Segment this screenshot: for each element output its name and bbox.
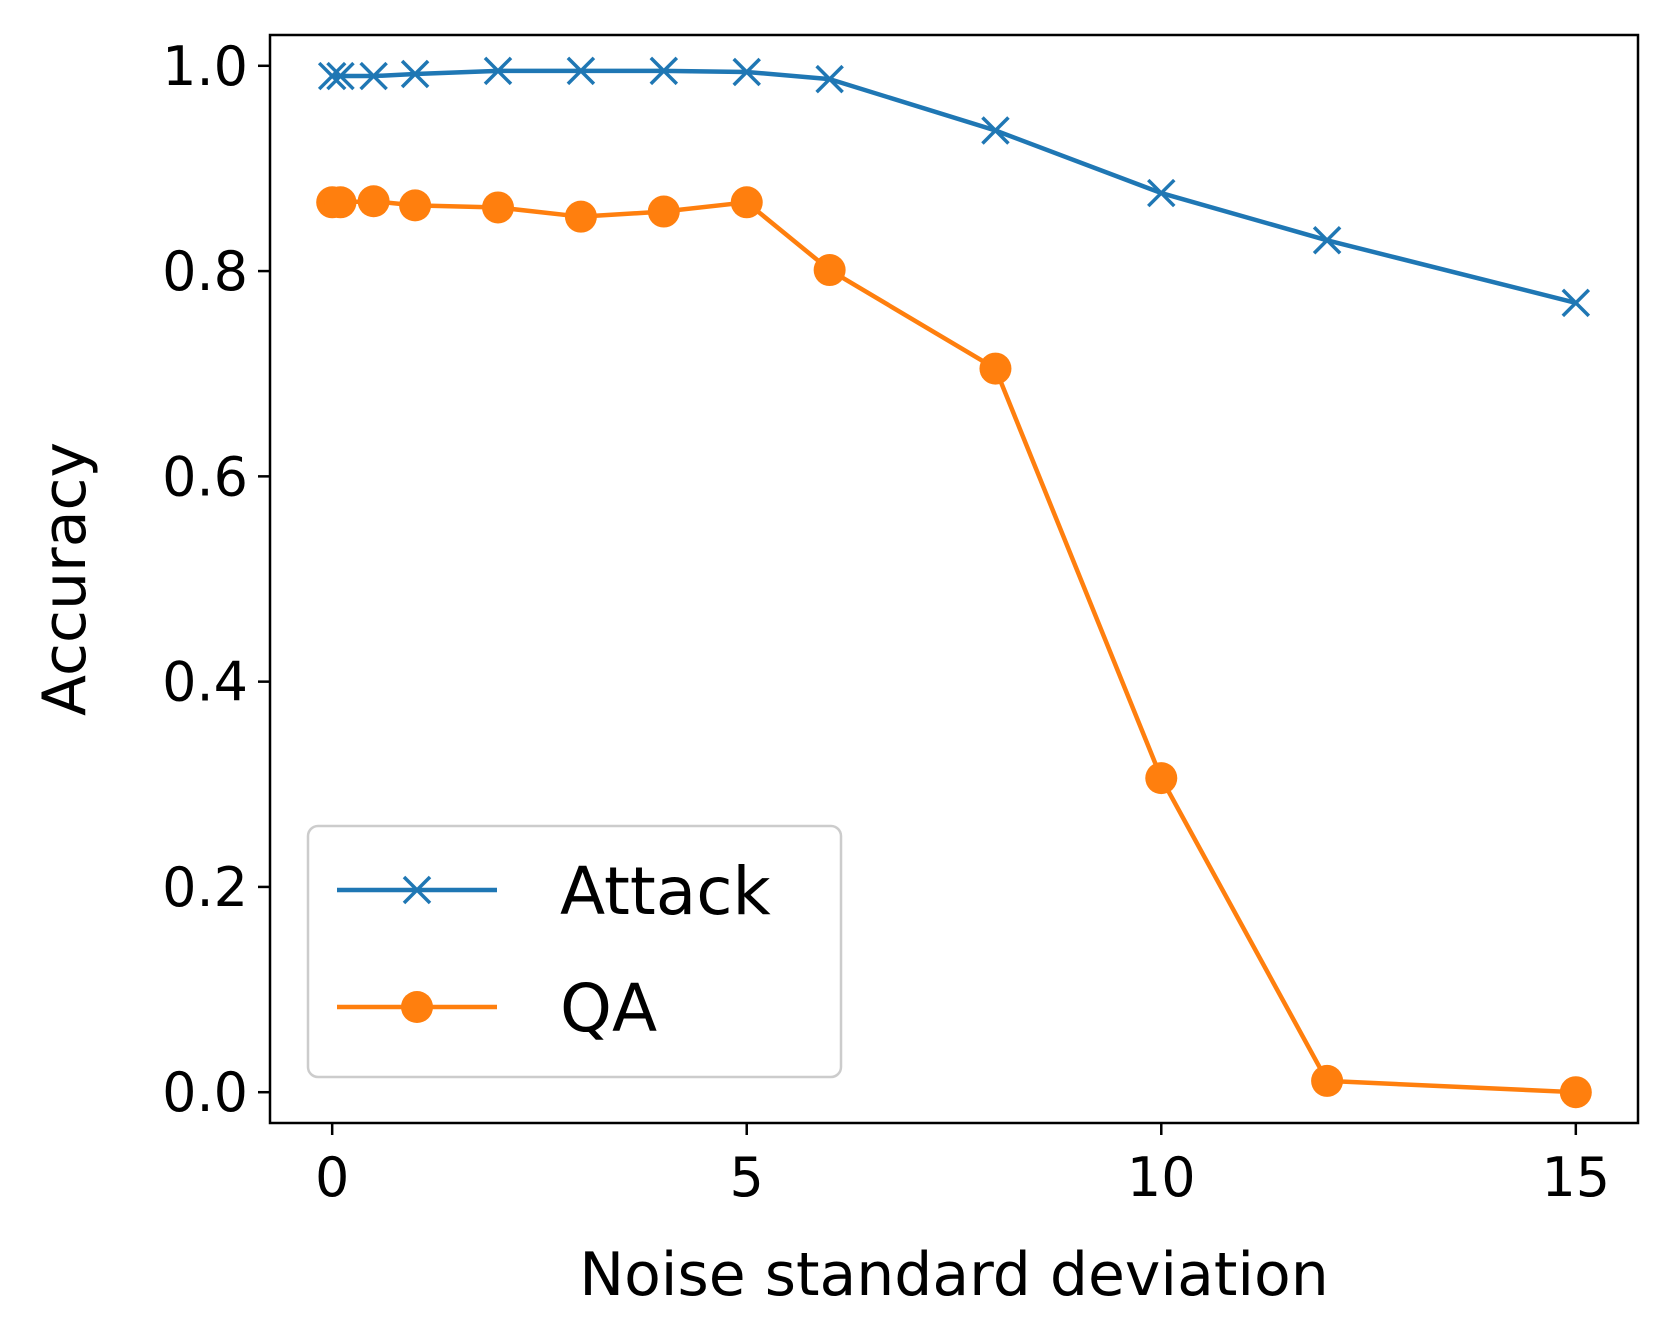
attack-point-stroke-b	[649, 56, 679, 86]
x-tick-label: 15	[1541, 1146, 1610, 1209]
attack-point	[1147, 178, 1176, 208]
attack-point	[981, 116, 1010, 145]
x-tick-label: 10	[1127, 1146, 1196, 1209]
y-tick-label: 0.6	[162, 445, 248, 508]
attack-point	[732, 57, 761, 87]
y-tick-label: 0.2	[162, 856, 248, 919]
attack-point	[815, 64, 844, 94]
attack-point-stroke-b	[981, 116, 1010, 145]
y-tick-label: 0.0	[162, 1061, 248, 1124]
legend: Attack QA	[306, 824, 843, 1079]
attack-point-stroke-b	[1312, 226, 1342, 255]
attack-point-stroke-b	[815, 64, 844, 94]
y-tick-label: 0.4	[162, 651, 248, 714]
qa-point	[399, 189, 432, 222]
y-axis-title: Accuracy	[30, 442, 100, 716]
y-tick-label: 1.0	[162, 35, 248, 98]
legend-item-attack: Attack	[337, 853, 771, 930]
attack-point	[326, 61, 355, 91]
attack-point-stroke-b	[317, 61, 347, 91]
attack-point-stroke-b	[483, 56, 513, 86]
attack-point	[483, 56, 513, 86]
attack-point-stroke-b	[1147, 178, 1176, 208]
legend-marker-attack	[402, 875, 432, 905]
x-axis: 0 5 10 15	[315, 1123, 1610, 1209]
qa-point	[730, 186, 763, 219]
legend-label-attack: Attack	[560, 853, 771, 930]
qa-point	[482, 191, 514, 224]
attack-point-stroke-b	[326, 61, 355, 91]
x-tick-label: 0	[315, 1146, 349, 1209]
qa-point	[647, 195, 680, 228]
qa-point	[324, 186, 357, 219]
attack-point-stroke-b	[566, 56, 596, 86]
qa-point	[357, 185, 390, 218]
qa-point	[1311, 1064, 1344, 1097]
legend-label-qa: QA	[560, 970, 657, 1047]
attack-point-stroke-b	[732, 57, 761, 87]
legend-marker-qa	[401, 991, 433, 1023]
x-tick-label: 5	[730, 1146, 764, 1209]
qa-point	[813, 254, 846, 287]
attack-point	[359, 61, 388, 91]
legend-marker-attack-stroke-b	[402, 875, 432, 905]
chart-marks	[316, 56, 1592, 1109]
attack-line	[329, 68, 1579, 306]
legend-item-qa: QA	[337, 970, 657, 1047]
y-axis: 0.0 0.2 0.4 0.6 0.8 1.0	[162, 35, 270, 1124]
attack-point	[400, 59, 430, 89]
qa-point	[1559, 1076, 1592, 1109]
attack-point-stroke-b	[400, 59, 430, 89]
attack-point	[1561, 288, 1591, 318]
attack-point	[566, 56, 596, 86]
series-qa	[316, 185, 1592, 1109]
attack-point	[1312, 226, 1342, 255]
attack-point	[317, 61, 347, 91]
x-axis-title: Noise standard deviation	[579, 1240, 1329, 1310]
qa-point	[564, 200, 597, 233]
qa-point	[1145, 762, 1178, 795]
qa-point	[979, 352, 1012, 385]
attack-point	[649, 56, 679, 86]
y-tick-label: 0.8	[162, 240, 248, 303]
attack-point-stroke-b	[1561, 288, 1591, 318]
attack-point-stroke-b	[359, 61, 388, 91]
series-attack	[317, 56, 1591, 318]
plot-frame	[268, 33, 1640, 1125]
